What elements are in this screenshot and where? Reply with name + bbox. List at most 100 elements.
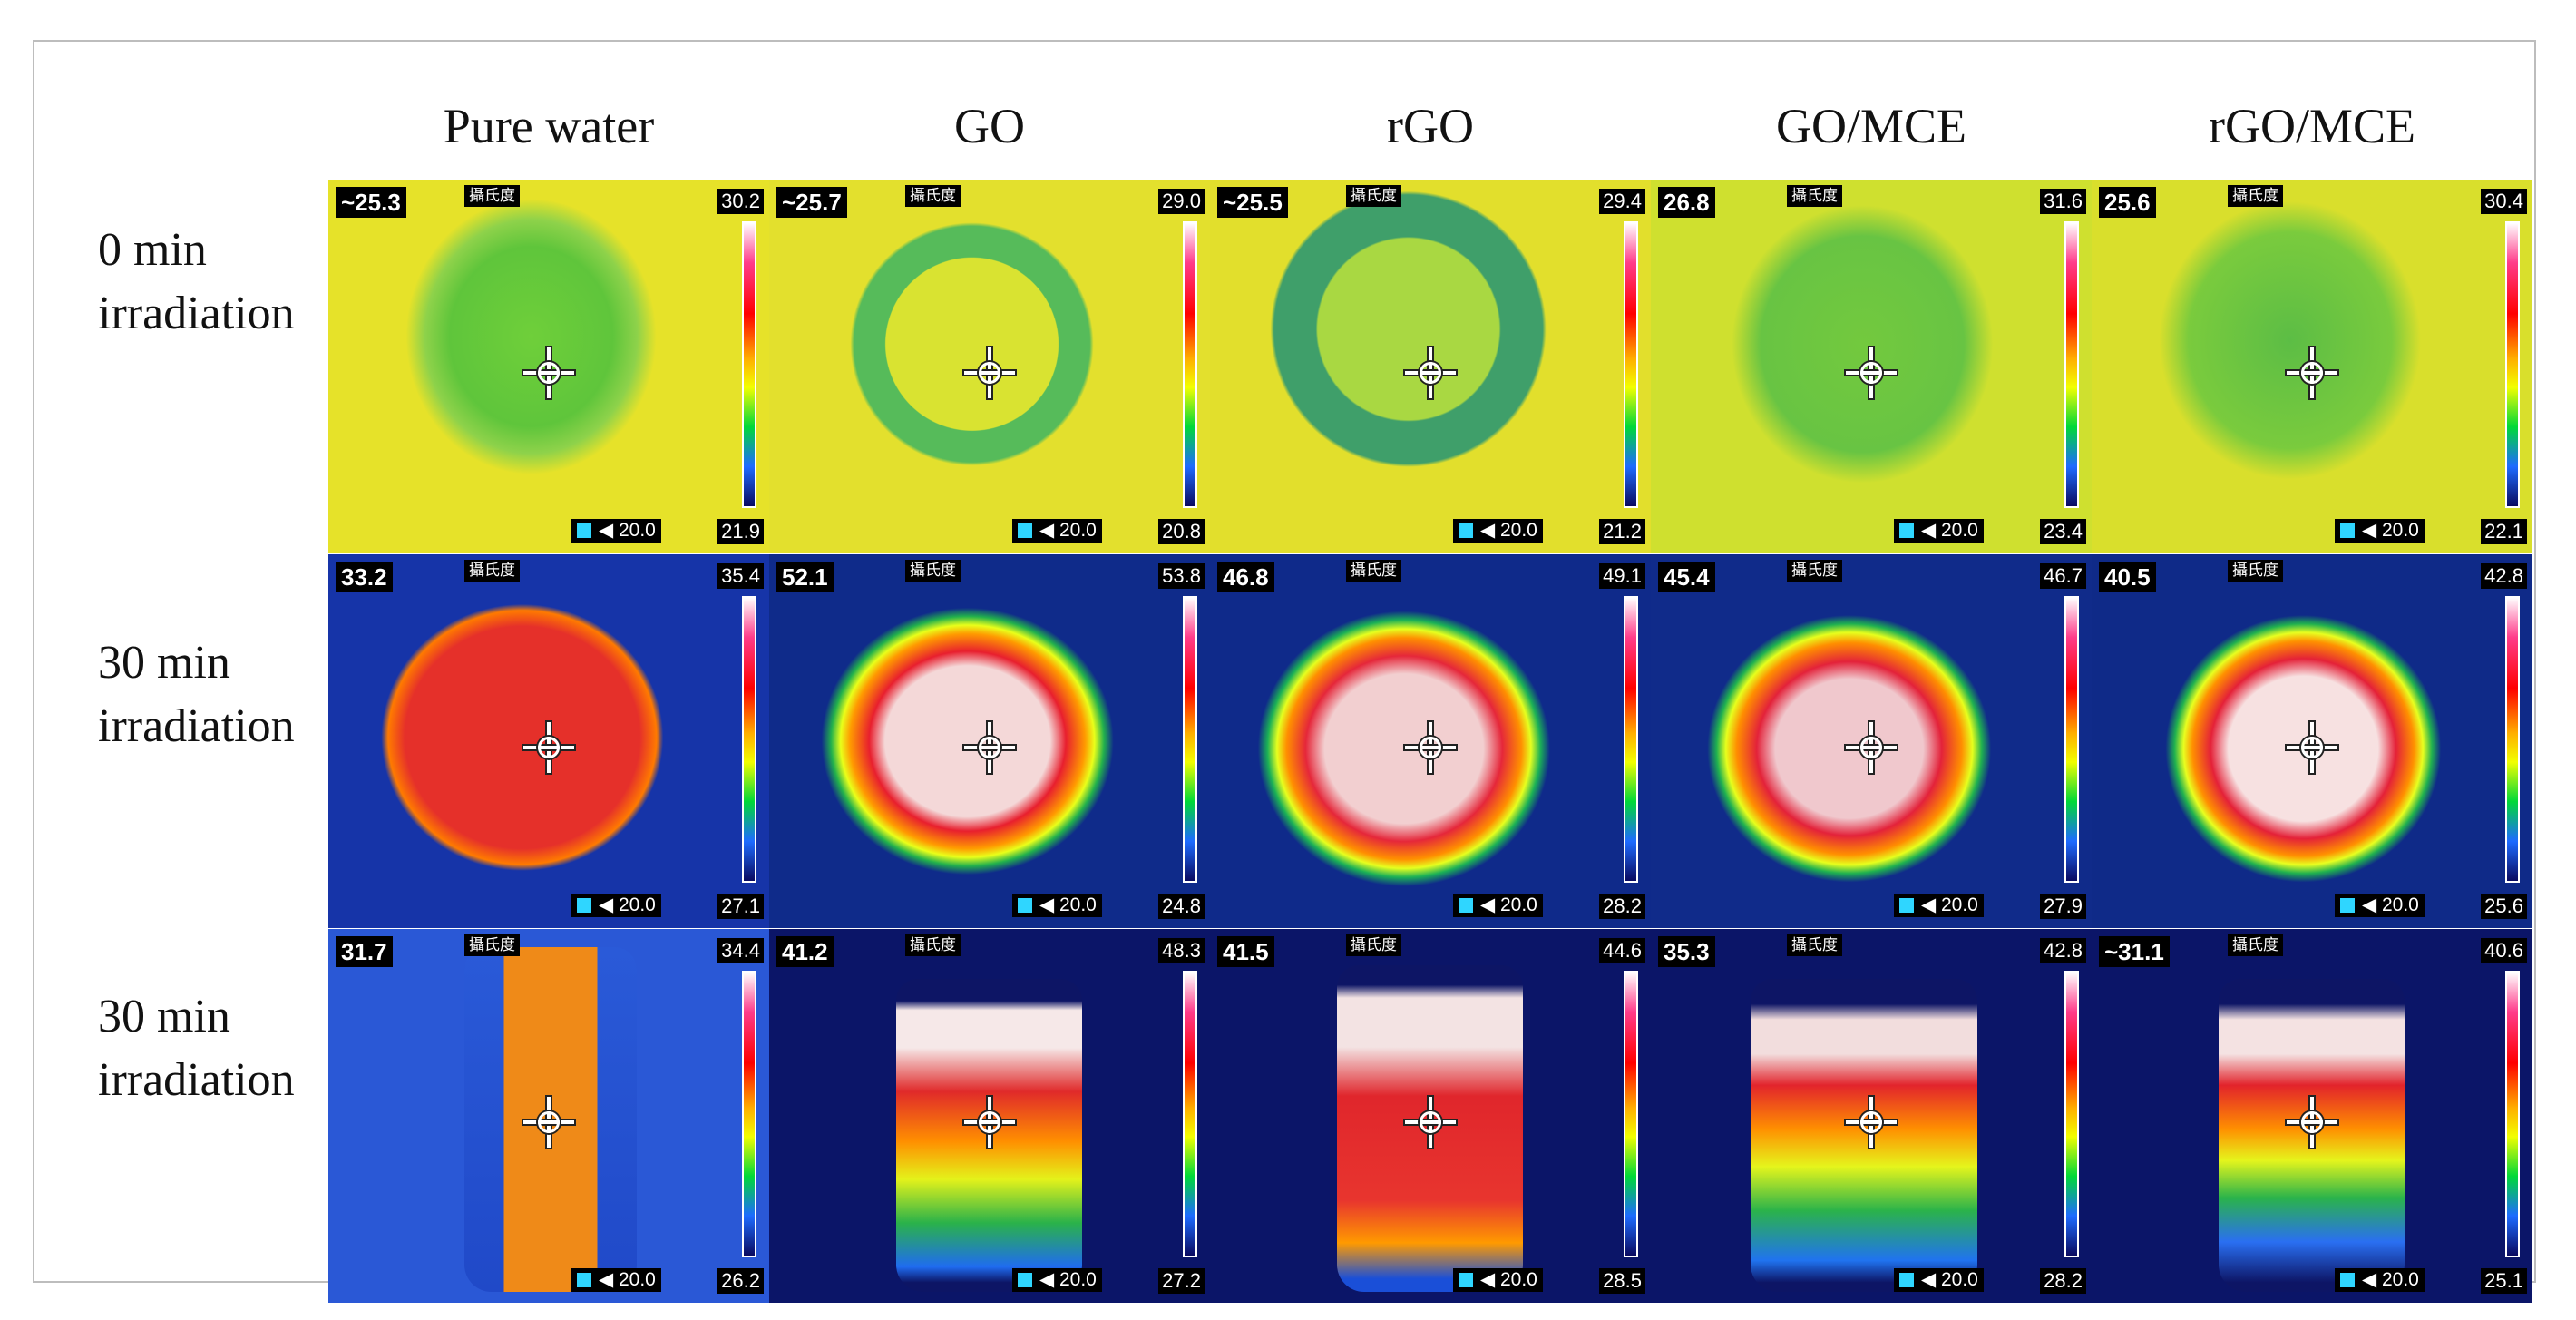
emissivity-indicator: ◀ 20.0 [2335,894,2425,917]
scale-max-value: 42.8 [2481,563,2527,589]
row-label-0: 0 min irradiation [98,219,343,346]
crosshair-icon [2287,722,2337,773]
crosshair-icon [1846,1097,1897,1148]
unit-tag: 攝氏度 [1787,560,1842,582]
center-temperature-readout: 33.2 [336,562,393,592]
center-temperature-readout: 35.3 [1658,936,1715,967]
unit-tag: 攝氏度 [1787,185,1842,207]
crosshair-icon [523,1097,574,1148]
center-temperature-readout: 45.4 [1658,562,1715,592]
scale-max-value: 42.8 [2040,938,2086,963]
unit-tag: 攝氏度 [1346,185,1401,207]
scale-max-value: 29.4 [1599,189,1645,214]
crosshair-icon [1405,722,1456,773]
unit-tag: 攝氏度 [1787,934,1842,956]
thermal-panel-rgo-row2: 41.5 攝氏度 44.6 28.5 ◀ 20.0 [1210,929,1651,1303]
scale-min-value: 21.2 [1599,519,1645,544]
thermal-panel-pure-water-row1: 33.2 攝氏度 35.4 27.1 ◀ 20.0 [328,554,769,928]
scale-max-value: 40.6 [2481,938,2527,963]
scale-max-value: 34.4 [717,938,764,963]
temperature-colorbar [1183,596,1197,883]
temperature-colorbar [2064,596,2079,883]
emissivity-indicator: ◀ 20.0 [571,1268,661,1292]
unit-tag: 攝氏度 [464,560,520,582]
emissivity-indicator: ◀ 20.0 [1453,519,1543,543]
thermal-panel-rgo-mce-row2: ~31.1 攝氏度 40.6 25.1 ◀ 20.0 [2092,929,2532,1303]
thermal-panel-go-mce-row2: 35.3 攝氏度 42.8 28.2 ◀ 20.0 [1651,929,2092,1303]
unit-tag: 攝氏度 [1346,934,1401,956]
unit-tag: 攝氏度 [2228,560,2283,582]
scale-min-value: 20.8 [1158,519,1205,544]
row-label-1-line2: irradiation [98,700,295,752]
emissivity-indicator: ◀ 20.0 [1012,1268,1102,1292]
emissivity-indicator: ◀ 20.0 [1012,519,1102,543]
scale-max-value: 30.4 [2481,189,2527,214]
crosshair-icon [523,347,574,398]
column-header-pure-water: Pure water [443,99,655,153]
thermal-panel-go-mce-row1: 45.4 攝氏度 46.7 27.9 ◀ 20.0 [1651,554,2092,928]
center-temperature-readout: ~31.1 [2099,936,2170,967]
scale-min-value: 27.2 [1158,1268,1205,1294]
unit-tag: 攝氏度 [905,560,961,582]
thermal-panel-pure-water-row2: 31.7 攝氏度 34.4 26.2 ◀ 20.0 [328,929,769,1303]
scale-min-value: 27.1 [717,894,764,919]
crosshair-icon [2287,347,2337,398]
unit-tag: 攝氏度 [2228,934,2283,956]
center-temperature-readout: 41.2 [776,936,834,967]
temperature-colorbar [2505,971,2520,1257]
center-temperature-readout: 31.7 [336,936,393,967]
crosshair-icon [2287,1097,2337,1148]
scale-max-value: 44.6 [1599,938,1645,963]
column-header-rgo: rGO [1387,99,1474,153]
center-temperature-readout: ~25.3 [336,187,406,218]
column-header-go-mce: GO/MCE [1775,99,1966,153]
crosshair-icon [1405,1097,1456,1148]
crosshair-icon [1405,347,1456,398]
emissivity-indicator: ◀ 20.0 [2335,1268,2425,1292]
temperature-colorbar [1624,971,1638,1257]
scale-max-value: 48.3 [1158,938,1205,963]
emissivity-indicator: ◀ 20.0 [1012,894,1102,917]
crosshair-icon [1846,722,1897,773]
center-temperature-readout: 40.5 [2099,562,2156,592]
thermal-figure: Pure water GO rGO GO/MCE rGO/MCE 0 min i… [33,40,2536,1303]
crosshair-icon [523,722,574,773]
emissivity-indicator: ◀ 20.0 [2335,519,2425,543]
crosshair-icon [964,1097,1015,1148]
center-temperature-readout: 41.5 [1217,936,1274,967]
row-label-1-line1: 30 min [98,637,230,689]
unit-tag: 攝氏度 [464,185,520,207]
thermal-panel-go-row1: 52.1 攝氏度 53.8 24.8 ◀ 20.0 [769,554,1210,928]
thermal-panel-rgo-row1: 46.8 攝氏度 49.1 28.2 ◀ 20.0 [1210,554,1651,928]
emissivity-indicator: ◀ 20.0 [1894,894,1984,917]
thermal-panel-go-row2: 41.2 攝氏度 48.3 27.2 ◀ 20.0 [769,929,1210,1303]
temperature-colorbar [1624,596,1638,883]
temperature-colorbar [742,596,756,883]
emissivity-indicator: ◀ 20.0 [1453,894,1543,917]
thermal-panel-rgo-row0: ~25.5 攝氏度 29.4 21.2 ◀ 20.0 [1210,180,1651,553]
unit-tag: 攝氏度 [905,934,961,956]
scale-max-value: 53.8 [1158,563,1205,589]
thermal-panel-rgo-mce-row0: 25.6 攝氏度 30.4 22.1 ◀ 20.0 [2092,180,2532,553]
row-label-0-line1: 0 min [98,224,207,276]
thermal-panel-go-mce-row0: 26.8 攝氏度 31.6 23.4 ◀ 20.0 [1651,180,2092,553]
scale-min-value: 21.9 [717,519,764,544]
emissivity-indicator: ◀ 20.0 [571,519,661,543]
emissivity-indicator: ◀ 20.0 [571,894,661,917]
center-temperature-readout: 26.8 [1658,187,1715,218]
scale-min-value: 28.5 [1599,1268,1645,1294]
beaker-thermal-shape [1751,979,1977,1292]
temperature-colorbar [2505,596,2520,883]
temperature-colorbar [2064,221,2079,508]
center-temperature-readout: ~25.5 [1217,187,1288,218]
crosshair-icon [1846,347,1897,398]
center-temperature-readout: 46.8 [1217,562,1274,592]
column-header-rgo-mce: rGO/MCE [2209,99,2415,153]
temperature-colorbar [742,971,756,1257]
scale-min-value: 28.2 [1599,894,1645,919]
scale-min-value: 22.1 [2481,519,2527,544]
scale-min-value: 24.8 [1158,894,1205,919]
emissivity-indicator: ◀ 20.0 [1894,519,1984,543]
scale-max-value: 49.1 [1599,563,1645,589]
row-label-0-line2: irradiation [98,288,295,339]
